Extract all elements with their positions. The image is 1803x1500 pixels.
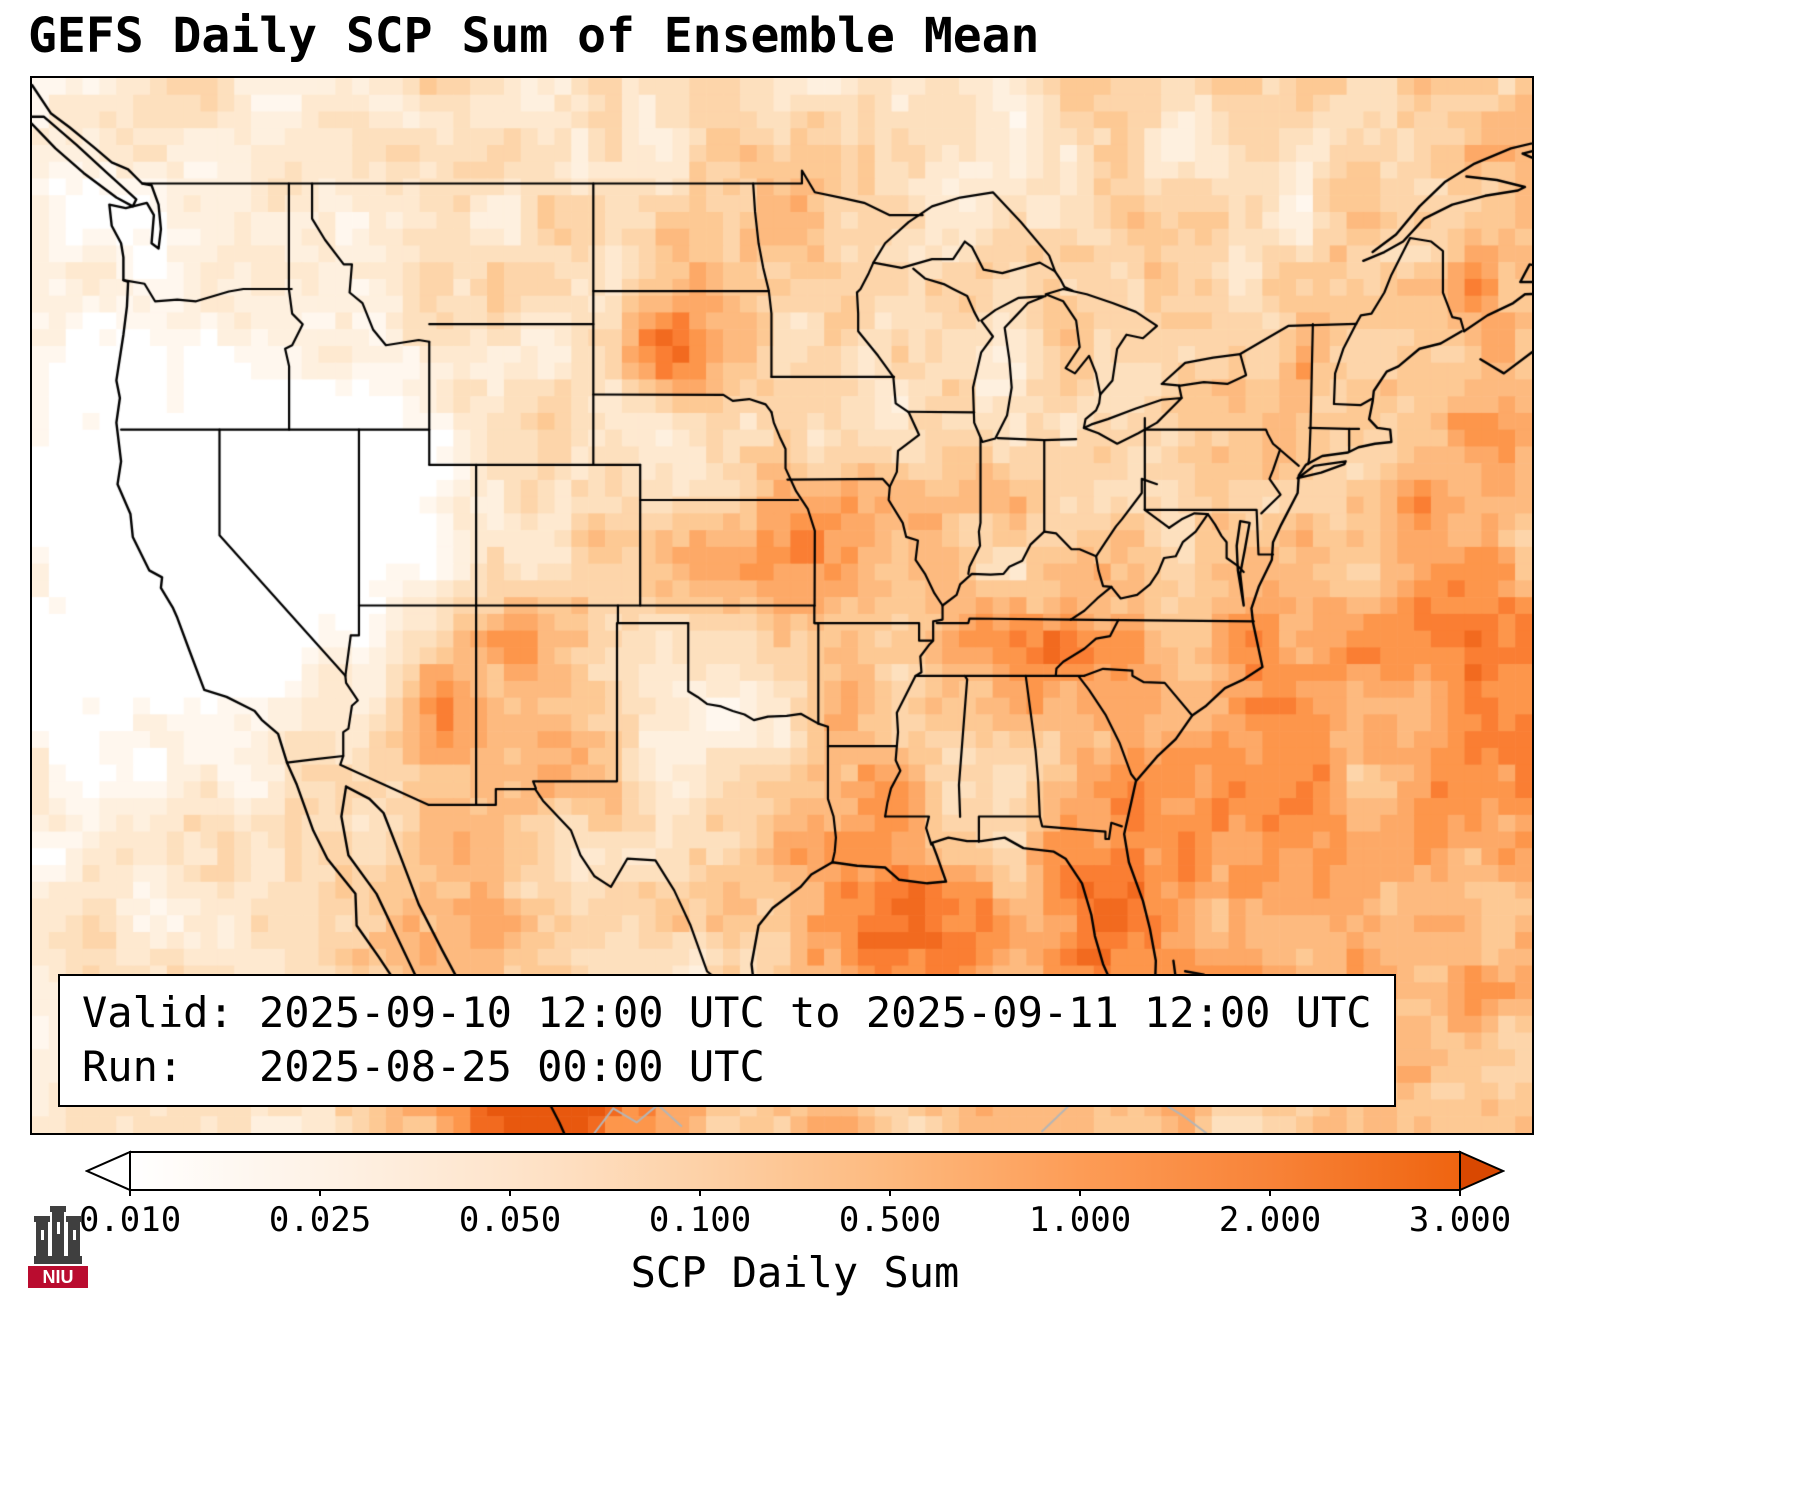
colorbar-over-arrow <box>1459 1150 1505 1192</box>
niu-logo: NIU <box>28 1206 88 1288</box>
colorbar-tick-label: 0.025 <box>268 1200 372 1240</box>
colorbar-tick-label: 0.100 <box>648 1200 752 1240</box>
castle-icon <box>34 1206 82 1264</box>
colorbar-tick-marks <box>129 1190 1461 1196</box>
colorbar-tick-label: 0.010 <box>78 1200 182 1240</box>
colorbar-tick-label: 3.000 <box>1408 1200 1512 1240</box>
map-frame: Valid: 2025-09-10 12:00 UTC to 2025-09-1… <box>30 76 1534 1135</box>
figure-title: GEFS Daily SCP Sum of Ensemble Mean <box>28 8 1040 64</box>
colorbar-tick-labels: 0.010 0.025 0.050 0.100 0.500 1.000 2.00… <box>0 1200 1803 1244</box>
colorbar-gradient-bar <box>129 1151 1461 1191</box>
logo-text: NIU <box>43 1267 74 1287</box>
colorbar-axis-label: SCP Daily Sum <box>630 1248 960 1297</box>
logo-band <box>28 1266 88 1288</box>
colorbar <box>85 1150 1505 1196</box>
colorbar-tick-label: 2.000 <box>1218 1200 1322 1240</box>
colorbar-under-arrow <box>85 1150 131 1192</box>
colorbar-tick-label: 0.500 <box>838 1200 942 1240</box>
run-time-text: Run: 2025-08-25 00:00 UTC <box>82 1042 765 1092</box>
colorbar-tick-label: 0.050 <box>458 1200 562 1240</box>
valid-run-annotation-box: Valid: 2025-09-10 12:00 UTC to 2025-09-1… <box>58 973 1396 1107</box>
colorbar-tick-label: 1.000 <box>1028 1200 1132 1240</box>
valid-time-text: Valid: 2025-09-10 12:00 UTC to 2025-09-1… <box>82 987 1372 1037</box>
scp-heatmap-canvas <box>32 78 1532 1133</box>
